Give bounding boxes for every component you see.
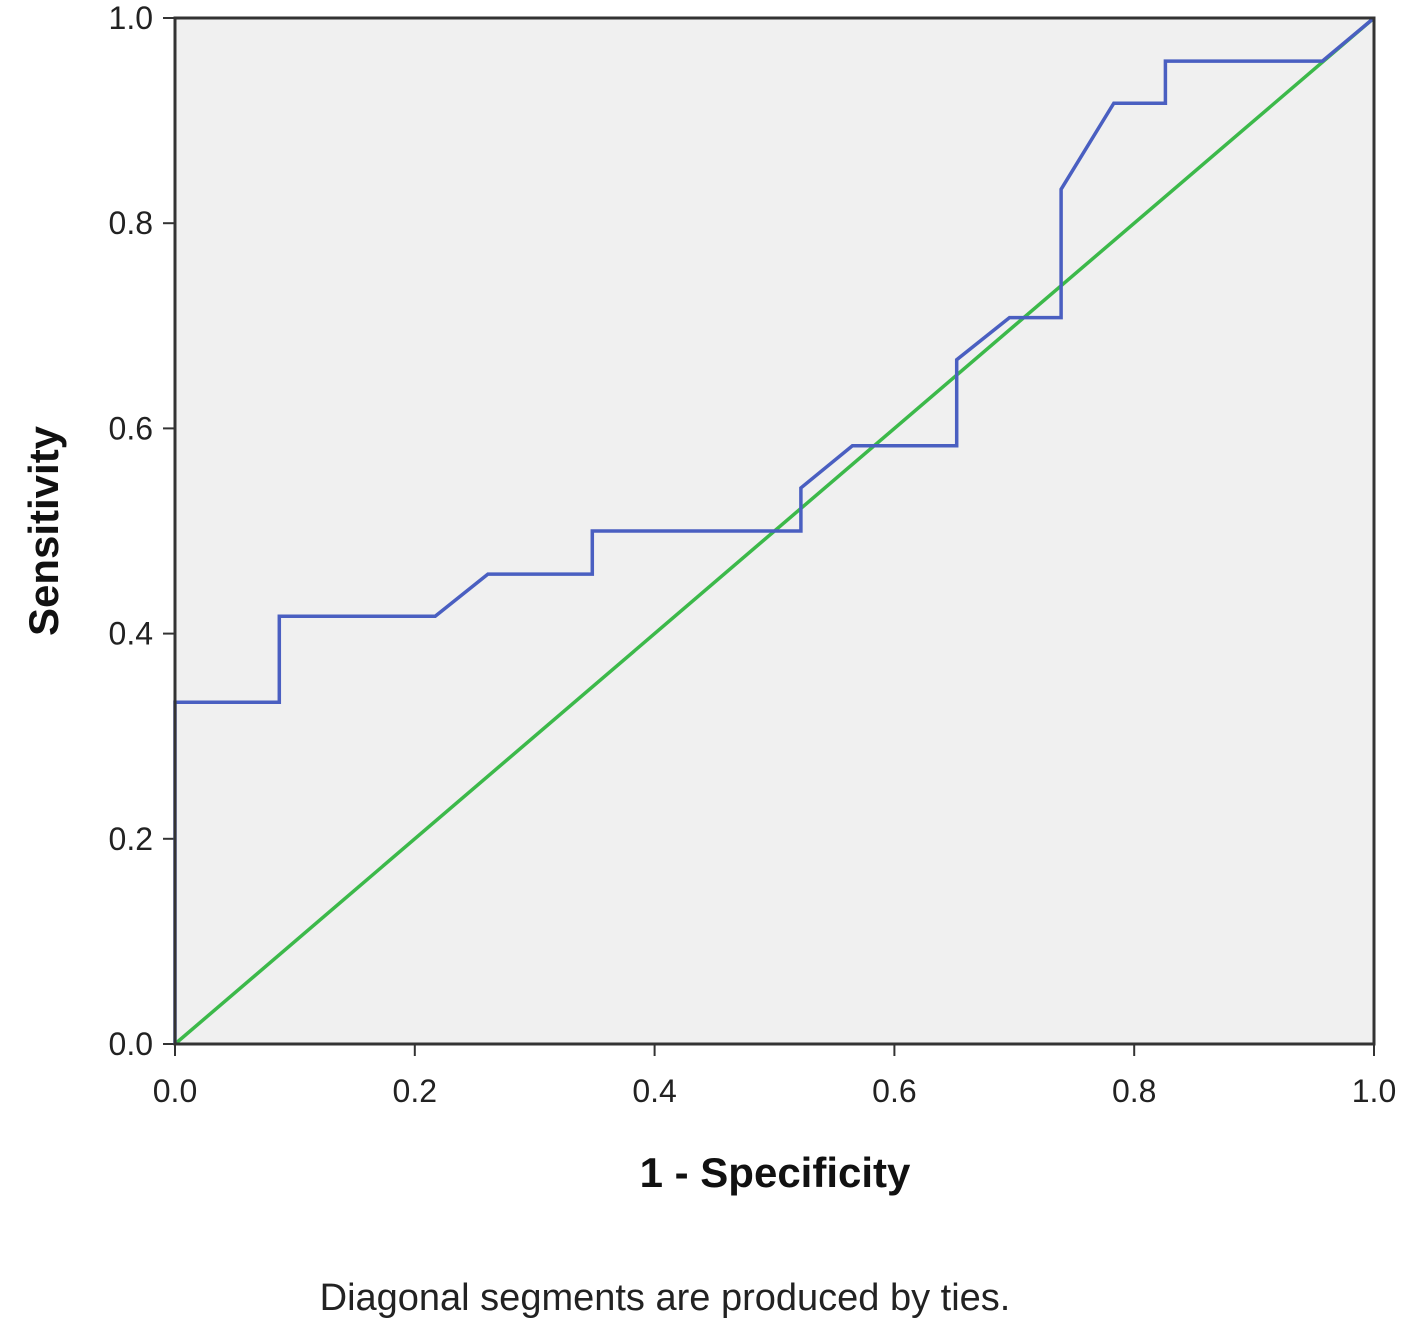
y-tick-label: 0.4 bbox=[109, 616, 153, 652]
x-axis-label: 1 - Specificity bbox=[640, 1149, 911, 1196]
x-tick-label: 0.0 bbox=[153, 1073, 197, 1109]
y-tick-label: 0.8 bbox=[109, 205, 153, 241]
y-tick-label: 0.6 bbox=[109, 410, 153, 446]
y-tick-label: 1.0 bbox=[109, 0, 153, 36]
roc-curve bbox=[173, 16, 1376, 1044]
y-tick-label: 0.2 bbox=[109, 821, 153, 857]
x-tick-label: 0.8 bbox=[1112, 1073, 1156, 1109]
y-axis-label: Sensitivity bbox=[20, 425, 67, 636]
x-tick-label: 0.6 bbox=[872, 1073, 916, 1109]
plot-frame bbox=[173, 16, 1376, 1046]
y-tick-label: 0.0 bbox=[109, 1026, 153, 1062]
x-tick-label: 1.0 bbox=[1352, 1073, 1396, 1109]
footnote: Diagonal segments are produced by ties. bbox=[320, 1277, 1011, 1319]
x-tick-label: 0.2 bbox=[393, 1073, 437, 1109]
x-tick-label: 0.4 bbox=[632, 1073, 676, 1109]
